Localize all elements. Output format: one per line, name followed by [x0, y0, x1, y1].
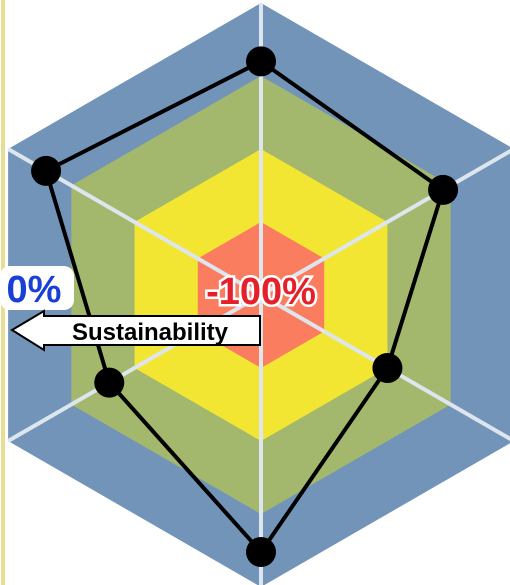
data-point-3	[372, 353, 403, 383]
data-point-6	[31, 155, 62, 186]
outer-ring-label: 0%	[7, 269, 62, 311]
center-ring-label: -100%	[206, 271, 316, 313]
labels-layer: -100% 0% Sustainability	[0, 266, 318, 352]
outer-ring-label-bg	[0, 266, 74, 310]
arrow-label: Sustainability	[72, 319, 229, 346]
data-point-1	[246, 46, 276, 77]
arrow-label-shape	[10, 309, 261, 352]
data-point-4	[246, 536, 276, 567]
data-point-5	[94, 367, 125, 398]
series-layer	[31, 46, 459, 567]
axis-spoke-2	[259, 148, 510, 297]
data-point-2	[428, 174, 459, 205]
